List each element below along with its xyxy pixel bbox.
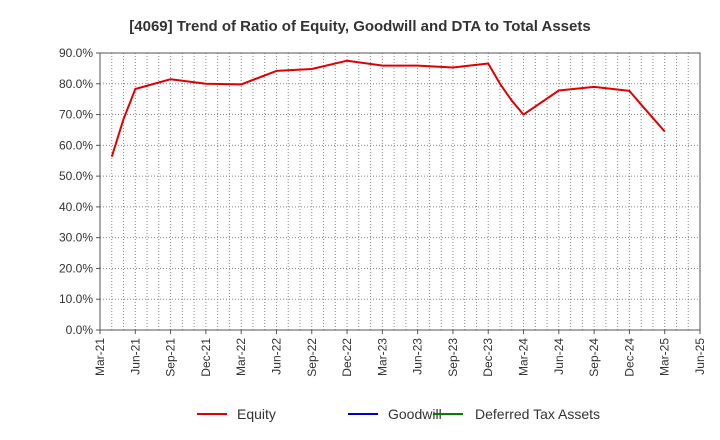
- y-tick-label: 40.0%: [59, 200, 93, 214]
- x-tick-label: Sep-21: [164, 338, 178, 377]
- y-tick-label: 60.0%: [59, 138, 93, 152]
- x-tick-label: Sep-23: [446, 338, 460, 377]
- x-tick-label: Jun-25: [693, 338, 707, 375]
- x-tick-label: Dec-21: [199, 338, 213, 377]
- y-tick-label: 80.0%: [59, 77, 93, 91]
- x-tick-label: Mar-25: [658, 338, 672, 376]
- grid: [100, 52, 700, 330]
- legend-label: Equity: [237, 406, 276, 422]
- y-tick-label: 70.0%: [59, 108, 93, 122]
- x-tick-label: Mar-24: [517, 338, 531, 376]
- plot-frame: [99, 52, 701, 331]
- x-tick-label: Jun-21: [128, 338, 142, 375]
- legend-label: Deferred Tax Assets: [475, 406, 600, 422]
- x-tick-label: Jun-24: [552, 338, 566, 375]
- series-layer: [110, 59, 666, 157]
- y-tick-label: 30.0%: [59, 231, 93, 245]
- y-tick-label: 10.0%: [59, 292, 93, 306]
- x-tick-label: Jun-23: [411, 338, 425, 375]
- x-tick-label: Mar-23: [375, 338, 389, 376]
- series-line-equity: [110, 59, 666, 157]
- legend: Equity Goodwill Deferred Tax Assets: [197, 406, 600, 422]
- legend-label: Goodwill: [388, 406, 442, 422]
- x-tick-label: Mar-21: [93, 338, 107, 376]
- x-tick-label: Sep-22: [305, 338, 319, 377]
- y-tick-label: 20.0%: [59, 261, 93, 275]
- x-tick-label: Dec-22: [340, 338, 354, 377]
- x-tick-label: Dec-23: [481, 338, 495, 377]
- x-tick-label: Sep-24: [587, 338, 601, 377]
- y-tick-label: 90.0%: [59, 46, 93, 60]
- chart-title: [4069] Trend of Ratio of Equity, Goodwil…: [129, 18, 590, 35]
- x-tick-label: Mar-22: [234, 338, 248, 376]
- y-tick-label: 50.0%: [59, 169, 93, 183]
- x-tick-label: Jun-22: [269, 338, 283, 375]
- x-tick-label: Dec-24: [622, 338, 636, 377]
- y-tick-label: 0.0%: [66, 323, 94, 337]
- axes: 0.0% 10.0% 20.0% 30.0% 40.0% 50.0% 60.0% 70.0% 8…: [59, 46, 707, 377]
